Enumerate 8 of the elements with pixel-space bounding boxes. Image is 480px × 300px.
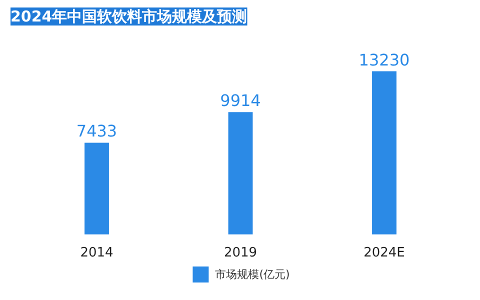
x-tick-label: 2014 bbox=[80, 245, 114, 260]
x-tick-label: 2024E bbox=[364, 245, 405, 260]
data-label: 9914 bbox=[220, 91, 261, 110]
data-label: 7433 bbox=[76, 122, 118, 141]
chart-title: 2024年中国软饮料市场规模及预测 bbox=[10, 8, 248, 26]
x-tick-label: 2019 bbox=[224, 245, 258, 260]
legend-label: 市场规模(亿元) bbox=[215, 266, 290, 282]
data-label: 13230 bbox=[358, 50, 410, 70]
